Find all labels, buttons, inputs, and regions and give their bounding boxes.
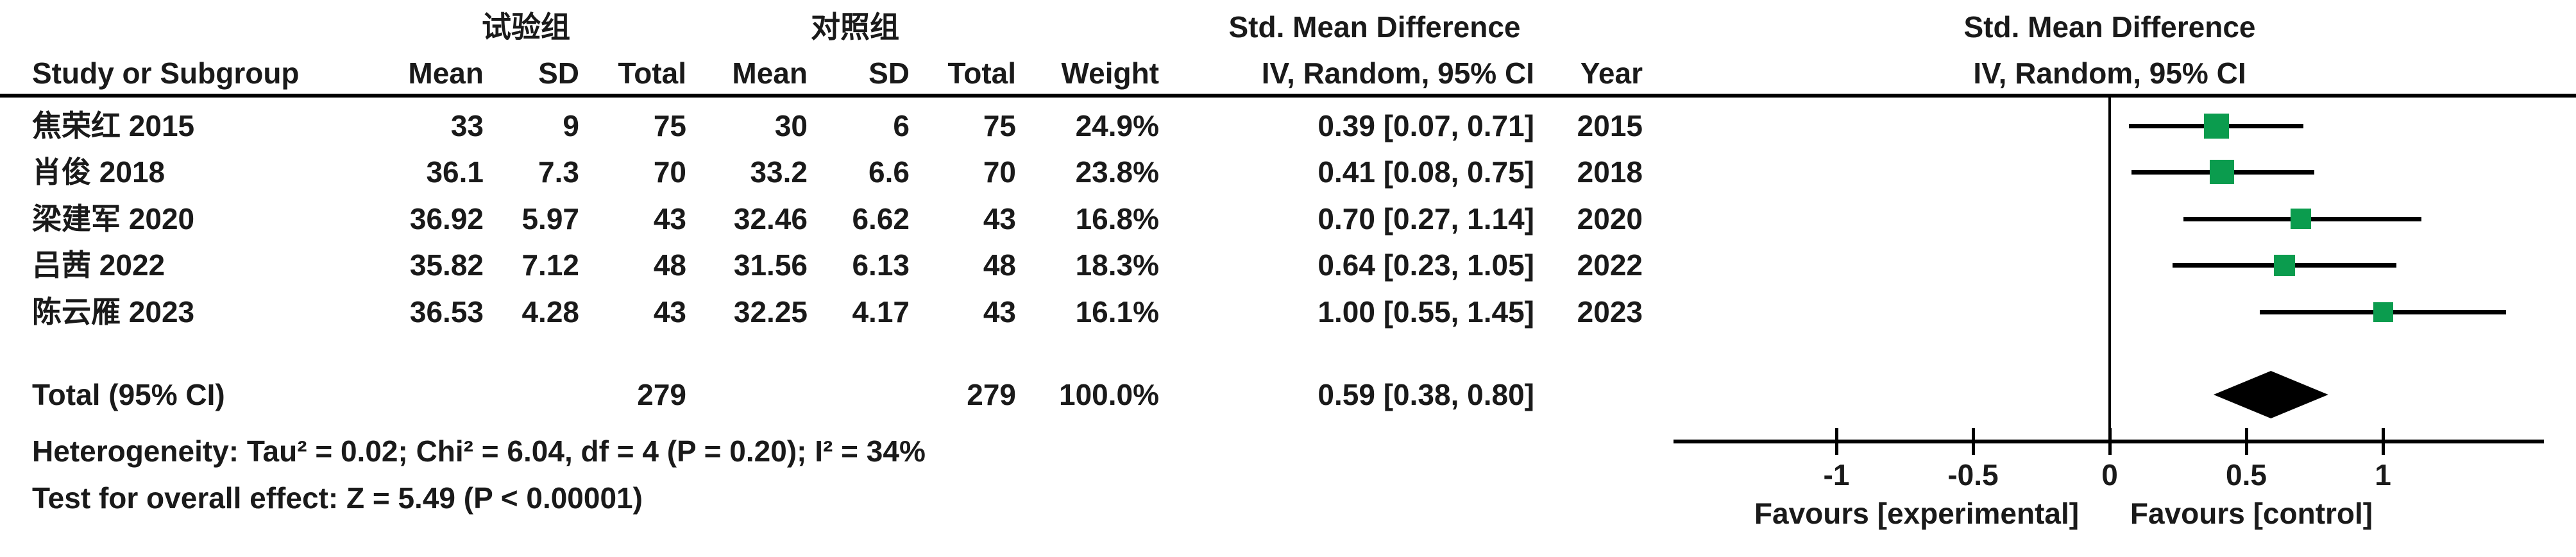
axis-tick-label: -0.5: [1947, 458, 1999, 492]
effect-square-marker: [2210, 160, 2234, 184]
axis-tick-label: 0.5: [2226, 458, 2267, 492]
total-experimental-value: 48: [653, 248, 686, 282]
total-control-value: 75: [983, 109, 1016, 142]
mean-experimental-value: 36.1: [426, 155, 484, 189]
year-column-header: Year: [1580, 56, 1643, 90]
total-weight: 100.0%: [1058, 378, 1159, 411]
ci-text: 0.39 [0.07, 0.71]: [1318, 109, 1534, 142]
sd-experimental-header: SD: [538, 56, 579, 90]
year-value: 2020: [1577, 202, 1643, 236]
overall-effect-test-line: Test for overall effect: Z = 5.49 (P < 0…: [32, 481, 643, 515]
total-experimental-header: Total: [618, 56, 686, 90]
total-experimental-n: 279: [637, 378, 686, 411]
study-column-header: Study or Subgroup: [32, 56, 300, 90]
smd-column-title: Std. Mean Difference: [1228, 10, 1521, 44]
heterogeneity-line: Heterogeneity: Tau² = 0.02; Chi² = 6.04,…: [32, 434, 926, 468]
favours-control-label: Favours [control]: [2130, 497, 2373, 530]
weight-value: 16.1%: [1075, 295, 1159, 329]
plot-title: Std. Mean Difference: [1963, 10, 2256, 44]
total-control-header: Total: [947, 56, 1016, 90]
zero-effect-line: [2108, 98, 2111, 443]
mean-experimental-value: 33: [450, 109, 484, 142]
sd-experimental-value: 4.28: [521, 295, 579, 329]
plot-subtitle: IV, Random, 95% CI: [1973, 56, 2246, 90]
weight-value: 23.8%: [1075, 155, 1159, 189]
study-name: 吕茜 2022: [32, 248, 165, 282]
mean-experimental-header: Mean: [408, 56, 484, 90]
mean-control-value: 31.56: [733, 248, 808, 282]
axis-tick: [2382, 428, 2385, 455]
effect-square-marker: [2373, 302, 2393, 322]
total-experimental-value: 43: [653, 202, 686, 236]
sd-control-header: SD: [869, 56, 910, 90]
mean-control-value: 32.25: [733, 295, 808, 329]
favours-experimental-label: Favours [experimental]: [1754, 497, 2080, 530]
total-control-value: 43: [983, 202, 1016, 236]
total-control-value: 48: [983, 248, 1016, 282]
weight-value: 24.9%: [1075, 109, 1159, 142]
ci-text: 0.64 [0.23, 1.05]: [1318, 248, 1534, 282]
weight-column-header: Weight: [1061, 56, 1159, 90]
total-control-n: 279: [967, 378, 1016, 411]
header-divider-line: [0, 94, 2576, 98]
control-group-header: 对照组: [811, 10, 899, 44]
sd-control-value: 4.17: [852, 295, 910, 329]
total-experimental-value: 43: [653, 295, 686, 329]
axis-tick-label: 0: [2101, 458, 2118, 492]
mean-experimental-value: 35.82: [409, 248, 484, 282]
ci-text: 0.41 [0.08, 0.75]: [1318, 155, 1534, 189]
total-experimental-value: 75: [653, 109, 686, 142]
year-value: 2018: [1577, 155, 1643, 189]
axis-tick: [1972, 428, 1975, 455]
total-row-label: Total (95% CI): [32, 378, 225, 411]
weight-value: 16.8%: [1075, 202, 1159, 236]
sd-experimental-value: 7.3: [538, 155, 579, 189]
sd-experimental-value: 5.97: [521, 202, 579, 236]
mean-experimental-value: 36.92: [409, 202, 484, 236]
total-diamond-marker: [2213, 371, 2328, 418]
effect-square-marker: [2204, 114, 2229, 139]
sd-control-value: 6: [893, 109, 910, 142]
year-value: 2015: [1577, 109, 1643, 142]
axis-tick-label: -1: [1823, 458, 1850, 492]
sd-experimental-value: 7.12: [521, 248, 579, 282]
axis-tick: [2108, 428, 2112, 455]
mean-control-value: 33.2: [750, 155, 808, 189]
ci-column-header: IV, Random, 95% CI: [1261, 56, 1534, 90]
mean-control-value: 30: [774, 109, 808, 142]
mean-control-header: Mean: [732, 56, 808, 90]
sd-control-value: 6.6: [869, 155, 910, 189]
total-ci-text: 0.59 [0.38, 0.80]: [1318, 378, 1534, 411]
ci-text: 1.00 [0.55, 1.45]: [1318, 295, 1534, 329]
weight-value: 18.3%: [1075, 248, 1159, 282]
effect-square-marker: [2291, 209, 2311, 229]
study-name: 肖俊 2018: [32, 155, 165, 189]
sd-control-value: 6.62: [852, 202, 910, 236]
year-value: 2022: [1577, 248, 1643, 282]
study-name: 梁建军 2020: [32, 202, 195, 236]
year-value: 2023: [1577, 295, 1643, 329]
sd-experimental-value: 9: [563, 109, 579, 142]
axis-tick: [1835, 428, 1838, 455]
study-name: 焦荣红 2015: [32, 109, 195, 142]
mean-control-value: 32.46: [733, 202, 808, 236]
total-control-value: 43: [983, 295, 1016, 329]
effect-square-marker: [2274, 255, 2295, 276]
study-name: 陈云雁 2023: [32, 295, 195, 329]
mean-experimental-value: 36.53: [409, 295, 484, 329]
total-experimental-value: 70: [653, 155, 686, 189]
experimental-group-header: 试验组: [482, 10, 570, 44]
axis-tick: [2245, 428, 2248, 455]
ci-text: 0.70 [0.27, 1.14]: [1318, 202, 1534, 236]
axis-tick-label: 1: [2375, 458, 2391, 492]
total-control-value: 70: [983, 155, 1016, 189]
sd-control-value: 6.13: [852, 248, 910, 282]
